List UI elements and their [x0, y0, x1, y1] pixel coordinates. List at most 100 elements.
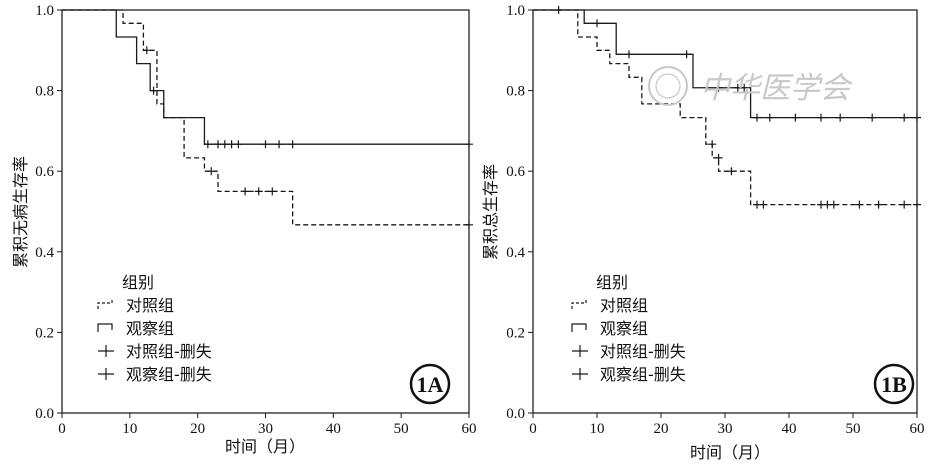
y-tick-label: 0.2	[35, 325, 54, 341]
survival-curves	[533, 6, 921, 209]
control-censor-mark	[855, 200, 864, 209]
y-tick-label: 1.0	[35, 3, 54, 19]
legend-entry-control: 对照组	[600, 296, 648, 315]
x-tick-label: 60	[462, 421, 477, 437]
observe-censor-mark	[593, 19, 601, 28]
observe-censor-mark	[714, 83, 723, 92]
legend-swatch-observe-censored	[572, 368, 588, 380]
y-tick-label: 0.4	[506, 245, 525, 261]
control-censor-mark	[207, 167, 216, 176]
axis-ticks: 0 10 20 30 40 50 60 0.0 0.2 0.4 0.6 0.8 1.0	[506, 3, 924, 437]
observe-censor-mark	[220, 140, 229, 149]
control-curve	[533, 9, 917, 206]
control-curve	[62, 9, 469, 226]
control-censor-mark	[714, 153, 723, 162]
legend-swatches	[97, 299, 114, 380]
observe-curve	[533, 9, 917, 119]
legend-entry-observe-censored: 观察组-删失	[126, 365, 212, 384]
control-censor-mark	[913, 200, 921, 209]
legend-title: 组别	[596, 273, 628, 292]
legend-entry-observe: 观察组	[600, 319, 648, 338]
legend-entry-observe: 观察组	[126, 319, 174, 338]
x-tick-label: 30	[258, 421, 273, 437]
legend: 组别 对照组 观察组 对照组-删失 观察组-删失	[571, 273, 686, 384]
x-tick-label: 20	[190, 421, 205, 437]
y-tick-label: 0.0	[35, 406, 54, 422]
legend-swatch-observe-censored	[98, 368, 114, 380]
legend-entry-control-censored: 对照组-删失	[600, 342, 686, 361]
legend-entry-control-censored: 对照组-删失	[126, 342, 212, 361]
panel-badge-label: 1A	[417, 372, 444, 397]
observe-censor-mark	[791, 113, 800, 122]
panel-1a: 0 10 20 30 40 50 60 0.0 0.2 0.4 0.6 0.8 1.0 时间（月） 累积…	[11, 3, 477, 456]
panel-badge	[873, 363, 915, 405]
observe-censor-mark	[753, 113, 761, 122]
y-tick-label: 0.4	[35, 245, 54, 261]
y-axis-label: 累积总生存率	[481, 164, 500, 260]
y-tick-label: 0.6	[506, 164, 525, 180]
x-tick-label: 50	[846, 421, 861, 437]
legend-swatch-observe	[571, 323, 587, 332]
y-axis-label: 累积无病生存率	[11, 156, 30, 268]
y-tick-label: 1.0	[506, 3, 525, 19]
observe-censor-mark	[288, 140, 297, 149]
observe-censor-mark	[261, 140, 270, 149]
legend: 组别 对照组 观察组 对照组-删失 观察组-删失	[97, 273, 212, 384]
watermark-seal-icon	[648, 66, 688, 106]
x-tick-label: 20	[654, 421, 669, 437]
legend-title: 组别	[122, 273, 154, 292]
observe-censor-mark	[765, 113, 774, 122]
control-censor-mark	[874, 200, 883, 209]
control-censor-mark	[829, 200, 838, 209]
observe-censor-mark	[227, 140, 236, 149]
watermark-seal-inner	[655, 73, 681, 99]
observe-censor-mark	[682, 50, 691, 59]
observe-censor-mark	[234, 140, 243, 149]
observe-censor-mark	[913, 113, 921, 122]
control-censor-mark	[254, 187, 263, 196]
x-tick-label: 10	[122, 421, 137, 437]
observe-censor-mark	[740, 83, 749, 92]
observe-censor-mark	[203, 140, 212, 149]
control-censor-mark	[900, 200, 909, 209]
watermark: 中华医学会	[648, 66, 853, 106]
legend-swatch-observe	[97, 323, 113, 332]
observe-censor-mark	[275, 140, 284, 149]
observe-censor-mark	[868, 113, 877, 122]
x-tick-label: 40	[782, 421, 797, 437]
control-censor-mark	[708, 140, 717, 149]
legend-swatch-control-censored	[572, 345, 588, 357]
y-tick-label: 0.8	[506, 84, 525, 100]
observe-censor-mark	[836, 113, 845, 122]
control-censor-mark	[759, 200, 768, 209]
x-tick-label: 50	[394, 421, 409, 437]
legend-swatch-control	[571, 299, 587, 309]
observe-censor-mark	[817, 113, 825, 122]
observe-censor-mark	[465, 140, 473, 149]
x-tick-label: 40	[326, 421, 341, 437]
x-tick-label: 60	[910, 421, 925, 437]
observe-curve	[62, 9, 469, 145]
panel-badge-label: 1B	[881, 372, 907, 397]
panel-1b: 0 10 20 30 40 50 60 0.0 0.2 0.4 0.6 0.8 1.0 时间（月） 累积…	[481, 3, 925, 462]
y-tick-label: 0.2	[506, 325, 525, 341]
x-tick-label: 0	[529, 421, 537, 437]
panel-badge	[409, 363, 451, 405]
control-censor-mark	[268, 187, 277, 196]
observe-censor-mark	[625, 50, 633, 59]
observe-censor-mark	[214, 140, 223, 149]
observe-censor-mark	[149, 86, 158, 95]
y-tick-label: 0.8	[35, 84, 54, 100]
x-tick-label: 0	[58, 421, 66, 437]
control-censor-mark	[241, 187, 250, 196]
control-censor-mark	[727, 167, 736, 176]
legend-swatch-control	[97, 299, 113, 309]
legend-swatches	[571, 299, 588, 380]
survival-curves	[62, 9, 473, 229]
x-axis-label: 时间（月）	[225, 437, 305, 456]
x-tick-label: 30	[718, 421, 733, 437]
y-tick-label: 0.0	[506, 406, 525, 422]
y-tick-label: 0.6	[35, 164, 54, 180]
axis-ticks: 0 10 20 30 40 50 60 0.0 0.2 0.4 0.6 0.8 1.0	[35, 3, 476, 437]
legend-entry-control: 对照组	[126, 296, 174, 315]
